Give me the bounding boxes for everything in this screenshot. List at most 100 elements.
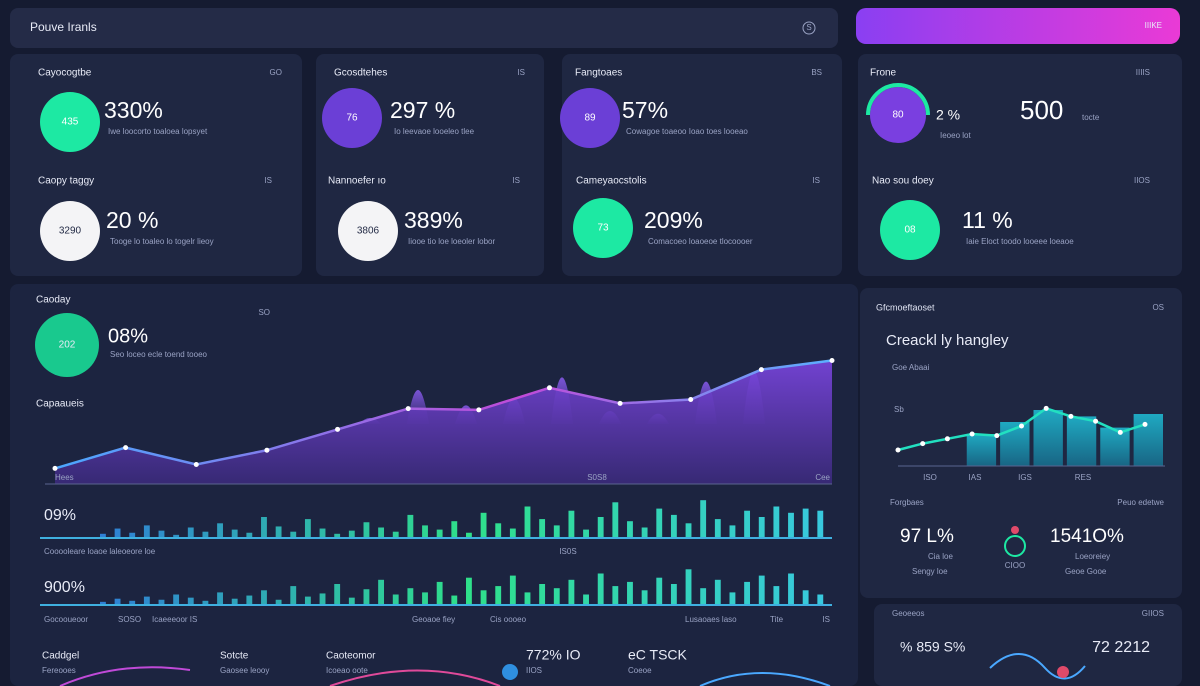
- search-icon[interactable]: [802, 21, 816, 35]
- bar: [173, 594, 180, 605]
- bar: [275, 526, 282, 538]
- bar: [553, 525, 560, 538]
- area-line: [54, 359, 833, 470]
- stat-badge: [880, 200, 940, 260]
- stat-desc: Iiooe tio loe loeoler lobor: [408, 237, 496, 246]
- stat-corner: BS: [811, 68, 822, 77]
- bar: [466, 577, 472, 605]
- bar: [143, 525, 150, 538]
- bar: [583, 529, 589, 538]
- side-title: Creackl ly hangley: [886, 332, 1009, 349]
- area-point: [335, 426, 341, 432]
- stat-badge: [322, 88, 382, 148]
- bar: [114, 528, 121, 538]
- side2-left: % 859 S%: [900, 639, 965, 655]
- bar: [495, 586, 502, 605]
- bar: [744, 510, 751, 538]
- button-label[interactable]: IIIKE: [1145, 21, 1162, 30]
- stat-badge-label: 76: [346, 113, 358, 124]
- bar: [392, 594, 399, 605]
- side-stat-value: 97 L%: [900, 526, 954, 547]
- icon-label: S: [806, 23, 811, 32]
- bar: [700, 588, 707, 605]
- bar: [714, 579, 721, 605]
- bar: [378, 579, 385, 605]
- bars-label: SOSO: [118, 615, 141, 624]
- bar: [129, 600, 136, 605]
- side-x-label: RES: [1075, 473, 1091, 482]
- side2-wave: [989, 653, 1086, 680]
- bar: [568, 510, 575, 538]
- stat-big-desc: tocte: [1082, 113, 1100, 122]
- bar: [480, 512, 487, 538]
- side-icon-dot: [1011, 526, 1019, 534]
- side2-right: 72 2212: [1092, 639, 1150, 656]
- stat-label: Gcosdtehes: [334, 68, 387, 79]
- action-button[interactable]: [856, 8, 1180, 44]
- bar: [407, 514, 414, 538]
- stat-label: Fangtoaes: [575, 68, 622, 79]
- bar: [114, 598, 121, 605]
- side-stat-label: Forgbaes: [890, 498, 924, 507]
- stat-badge: [560, 88, 620, 148]
- side-bar: [1100, 427, 1130, 466]
- bar: [290, 586, 297, 605]
- bars-label: Tite: [770, 615, 784, 624]
- bottom-title: Caddgel: [42, 651, 79, 662]
- stat-label: Nannoefer ıo: [328, 176, 386, 187]
- stat-corner: IIOS: [1134, 176, 1150, 185]
- side-stat-desc: Loeoreiey: [1075, 552, 1110, 561]
- bar: [334, 533, 341, 538]
- bottom-sub: Gaosee leooy: [220, 666, 269, 675]
- stat-badge-label: 80: [892, 110, 904, 121]
- area-point: [476, 407, 482, 413]
- side-x-label: ISO: [923, 473, 937, 482]
- bar: [509, 575, 516, 605]
- bottom-sub: Fereooes: [42, 666, 76, 675]
- stat-big: 500: [1020, 95, 1063, 125]
- bar: [319, 593, 326, 605]
- bar: [158, 530, 165, 538]
- app-title: Pouve Iranls: [30, 20, 97, 34]
- side-bar: [1066, 416, 1097, 466]
- bottom-sub: Icoeao oote: [326, 666, 368, 675]
- bar: [392, 531, 399, 538]
- stat-desc: Iwe loocorto toaloea lopsyet: [108, 127, 208, 136]
- side-point: [1093, 418, 1099, 424]
- stat-value: 11 %: [962, 207, 1013, 233]
- bar: [773, 586, 780, 605]
- stat-badge-label: 435: [62, 117, 79, 128]
- stat-value: 20 %: [106, 207, 158, 233]
- stat-badge-label: 3806: [357, 226, 380, 237]
- side-stat-value: 1541O%: [1050, 526, 1124, 547]
- gauge-arc: [866, 83, 930, 116]
- bars-label: Cis oooeo: [490, 615, 527, 624]
- stat-badge: [573, 198, 633, 258]
- x-label: Cee: [815, 473, 830, 482]
- bar: [817, 594, 824, 605]
- bar: [348, 597, 355, 605]
- stat-corner: IS: [264, 176, 272, 185]
- bars-desc: Cooooleare loaoe laleoeore loe: [44, 547, 156, 556]
- bottom-title: eC TSCK: [628, 647, 688, 663]
- bar: [246, 595, 253, 605]
- side-panel-bottom: [874, 604, 1182, 686]
- area-point: [193, 462, 199, 467]
- bar: [158, 599, 165, 605]
- side-x-label: IGS: [1018, 473, 1032, 482]
- stat-value: 209%: [644, 207, 703, 233]
- bar: [363, 522, 370, 538]
- bar: [583, 594, 589, 605]
- bar: [187, 597, 194, 605]
- side-point: [994, 433, 1000, 439]
- main-badge-label: 202: [59, 340, 76, 351]
- bar: [685, 569, 692, 605]
- bar: [451, 521, 458, 538]
- stat-badge-label: 08: [904, 225, 916, 236]
- stat-badge: [870, 87, 926, 143]
- bottom-title: Sotcte: [220, 651, 249, 662]
- bar: [612, 502, 619, 538]
- area-point: [52, 465, 58, 471]
- stat-label: Nao sou doey: [872, 176, 934, 187]
